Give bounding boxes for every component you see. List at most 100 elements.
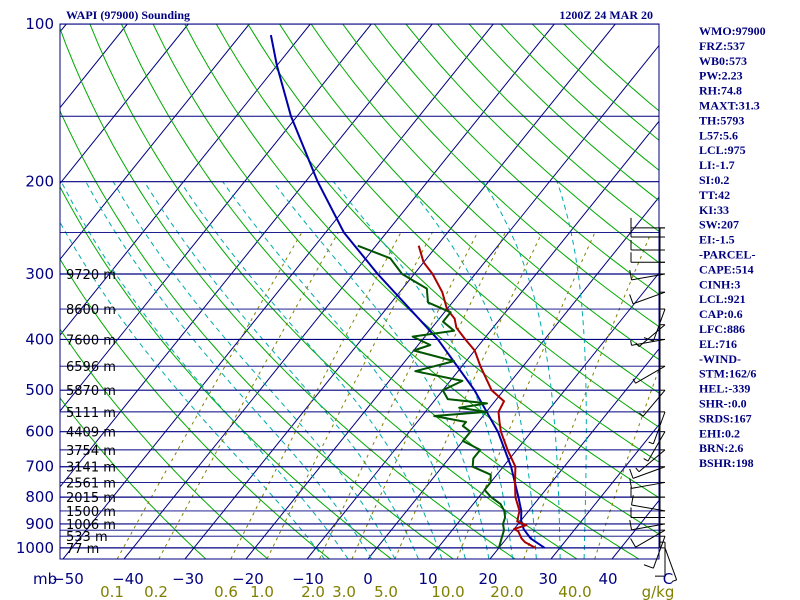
height-label: 77 m [66, 542, 99, 557]
index-value: KI:33 [699, 203, 729, 217]
dry-adiabat-line [247, 24, 659, 428]
height-label: 7600 m [66, 333, 116, 348]
moist-adiabat-line [85, 181, 372, 559]
index-value: RH:74.8 [699, 84, 742, 98]
temperature-tick-label: −20 [232, 570, 264, 588]
wind-barb-flag [632, 378, 636, 384]
dry-adiabat-line [184, 24, 659, 499]
dry-adiabat-line [342, 24, 659, 328]
sounding-profiles [269, 34, 546, 549]
wind-barb-flag [629, 294, 634, 304]
mixing-ratio-tick-label: 10.0 [431, 583, 464, 600]
mixing-ratio-tick-label: 0.1 [100, 583, 124, 600]
dry-adiabat-line [89, 24, 578, 559]
mixing-ratio-tick-label: 3.0 [332, 583, 356, 600]
wind-barb-shaft [642, 389, 666, 417]
index-value: TT:42 [699, 188, 730, 202]
isotherm-line [245, 44, 659, 559]
wind-barb-flag [629, 468, 634, 479]
mixing-ratio-tick-label: 1.0 [250, 583, 274, 600]
wind-barb-shaft [631, 523, 666, 531]
pressure-tick-label: 700 [25, 458, 54, 476]
wind-barb-shaft [638, 449, 666, 473]
dry-adiabat-line [60, 258, 330, 559]
wind-barb-shaft [635, 365, 666, 384]
index-value: TH:5793 [699, 113, 744, 127]
pressure-tick-label: 500 [25, 381, 54, 399]
dry-adiabat-line [60, 397, 207, 559]
isotherm-line [428, 272, 659, 559]
index-value: MAXT:31.3 [699, 99, 760, 113]
moist-adiabat-line [112, 181, 396, 559]
wind-barb-flag [635, 342, 640, 347]
isotherm-line [184, 24, 616, 559]
index-value: HEL:-339 [699, 382, 750, 396]
index-value: STM:162/6 [699, 367, 756, 381]
pressure-unit-label: mb [33, 570, 57, 588]
mixing-ratio-tick-label: 40.0 [558, 583, 591, 600]
index-panel: WMO:97900FRZ:537WB0:573PW:2.23RH:74.8MAX… [699, 24, 766, 470]
index-value: L57:5.6 [699, 128, 738, 142]
mixing-ratio-line [158, 232, 339, 559]
index-value: CINH:3 [699, 277, 740, 291]
index-value: LCL:975 [699, 143, 746, 157]
height-label: 2561 m [66, 476, 116, 491]
moist-adiabat-line [404, 181, 537, 559]
height-label: 3754 m [66, 444, 116, 459]
temperature-trace [417, 245, 536, 549]
wind-barb-flag [648, 441, 654, 445]
index-value: PW:2.23 [699, 69, 743, 83]
height-label: 9720 m [66, 268, 116, 283]
wind-barb-shaft [631, 504, 666, 512]
index-value: LFC:886 [699, 322, 745, 336]
dry-adiabat-line [531, 24, 659, 141]
plot-frame [59, 23, 660, 560]
isotherm-line [60, 24, 250, 261]
moist-adiabat-line [222, 181, 466, 559]
index-value: SI:0.2 [699, 173, 729, 187]
index-value: BSHR:198 [699, 456, 754, 470]
temperature-tick-label: 30 [538, 570, 557, 588]
mixing-ratio-line [116, 232, 303, 559]
mixing-ratio-tick-label: 20.0 [490, 583, 523, 600]
moist-adiabat-line [60, 181, 349, 559]
dry-adiabat-line [60, 27, 516, 559]
temperature-tick-label: −30 [172, 570, 204, 588]
pressure-tick-label: 300 [25, 265, 54, 283]
wind-barbs [629, 217, 678, 583]
isotherm-line [0, 24, 5, 559]
wind-barb-shaft [652, 536, 666, 569]
moist-adiabat-line [143, 181, 419, 559]
pressure-tick-label: 100 [25, 15, 54, 33]
temperature-tick-label: 0 [363, 570, 373, 588]
isotherm-line [60, 24, 311, 337]
index-value: EL:716 [699, 337, 737, 351]
wind-barb-shaft [664, 547, 678, 581]
index-value: SRDS:167 [699, 411, 752, 425]
index-value: EI:-1.5 [699, 233, 735, 247]
wind-barb-shaft [647, 431, 666, 462]
temperature-tick-label: −50 [52, 570, 84, 588]
mixing-ratio-tick-label: 0.6 [214, 583, 238, 600]
wind-barb-flag [629, 269, 633, 280]
height-label: 1006 m [66, 518, 116, 533]
isotherm-line [60, 24, 372, 412]
mixing-ratio-tick-label: g/kg [642, 583, 675, 600]
isotherm-line [62, 24, 494, 559]
dry-adiabat-line [60, 328, 269, 559]
wind-barb-flag [638, 412, 644, 417]
dry-adiabat-line [373, 24, 659, 295]
index-value: WMO:97900 [699, 24, 766, 38]
wind-barb-flag [671, 579, 677, 583]
height-label: 4409 m [66, 426, 116, 441]
wind-barb-shaft [632, 291, 666, 305]
pressure-tick-label: 800 [25, 488, 54, 506]
mixing-ratio-line [351, 232, 506, 559]
wind-barb-flag [630, 538, 636, 548]
index-value: LI:-1.7 [699, 158, 735, 172]
height-label: 533 m [66, 530, 108, 545]
index-value: CAP:0.6 [699, 307, 743, 321]
temperature-tick-label: −40 [112, 570, 144, 588]
index-value: SW:207 [699, 218, 739, 232]
height-label: 2015 m [66, 491, 116, 506]
